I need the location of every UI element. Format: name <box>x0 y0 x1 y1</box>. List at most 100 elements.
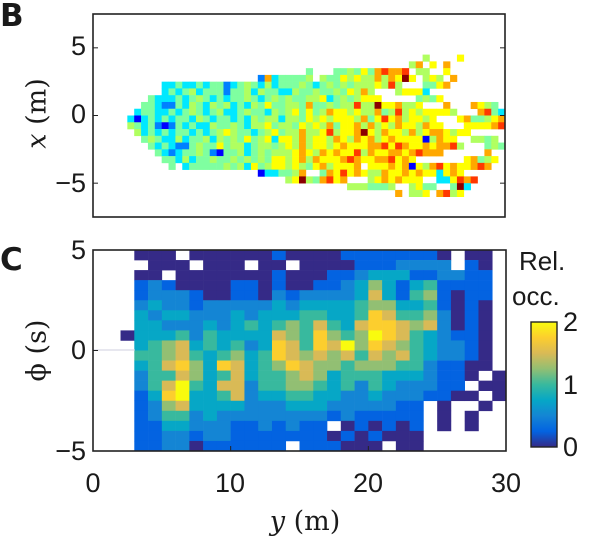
heatmap-cell-b <box>299 162 307 170</box>
heatmap-cell-b <box>477 122 485 130</box>
heatmap-cell-c <box>423 340 438 351</box>
heatmap-cell-c <box>299 430 314 442</box>
heatmap-cell-b <box>422 183 430 191</box>
heatmap-cell-b <box>326 149 334 157</box>
heatmap-cell-c <box>313 280 328 291</box>
heatmap-cell-c <box>368 260 383 271</box>
heatmap-cell-c <box>216 400 231 412</box>
heatmap-cell-c <box>244 290 259 301</box>
heatmap-cell-c <box>148 380 163 391</box>
heatmap-cell-c <box>203 330 218 341</box>
heatmap-cell-b <box>250 149 259 157</box>
c-xlabel: y (m) <box>269 506 341 537</box>
heatmap-cell-c <box>423 250 438 261</box>
heatmap-cell-c <box>464 360 479 371</box>
heatmap-cell-c <box>382 250 397 261</box>
heatmap-cell-c <box>161 380 176 391</box>
heatmap-cell-b <box>326 135 334 143</box>
heatmap-cell-b <box>182 95 190 103</box>
heatmap-cell-c <box>216 370 231 381</box>
heatmap-cell-b <box>402 101 410 110</box>
heatmap-cell-c <box>327 380 342 391</box>
heatmap-cell-b <box>367 149 375 157</box>
heatmap-cell-b <box>347 162 355 170</box>
heatmap-cell-b <box>498 122 506 130</box>
heatmap-cell-c <box>299 340 314 351</box>
heatmap-cell-c <box>258 410 273 422</box>
heatmap-cell-c <box>409 370 424 381</box>
heatmap-cell-c <box>354 440 369 452</box>
heatmap-cell-b <box>422 95 430 103</box>
heatmap-cell-b <box>429 74 437 82</box>
heatmap-cell-b <box>292 101 300 110</box>
heatmap-cell-b <box>168 162 176 170</box>
heatmap-cell-b <box>402 142 410 150</box>
heatmap-cell-c <box>354 390 369 402</box>
heatmap-cell-b <box>147 129 156 137</box>
heatmap-cell-b <box>168 156 176 164</box>
heatmap-cell-c <box>285 330 300 341</box>
heatmap-cell-b <box>292 88 300 96</box>
heatmap-cell-b <box>264 95 272 103</box>
heatmap-cell-b <box>374 142 382 150</box>
heatmap-cell-b <box>463 129 471 137</box>
heatmap-cell-b <box>484 122 492 130</box>
heatmap-cell-b <box>305 101 314 110</box>
heatmap-cell-b <box>374 101 382 110</box>
heatmap-cell-b <box>257 74 265 82</box>
heatmap-cell-c <box>148 300 163 311</box>
heatmap-cell-b <box>216 81 224 89</box>
heatmap-cell-b <box>154 108 162 116</box>
heatmap-cell-c <box>189 310 204 321</box>
heatmap-cell-b <box>367 68 375 76</box>
heatmap-cell-c <box>244 400 259 412</box>
heatmap-cell-b <box>333 74 341 82</box>
heatmap-cell-b <box>168 95 176 103</box>
b-ytick-5: 5 <box>70 31 86 61</box>
heatmap-cell-c <box>464 310 479 321</box>
heatmap-cell-b <box>422 88 430 96</box>
heatmap-cell-b <box>340 129 348 137</box>
heatmap-cell-c <box>409 330 424 341</box>
heatmap-cell-c <box>148 310 163 321</box>
heatmap-cell-b <box>477 108 485 116</box>
heatmap-cell-b <box>340 74 348 82</box>
heatmap-cell-c <box>258 280 273 291</box>
heatmap-cell-c <box>299 440 314 452</box>
heatmap-cell-b <box>402 88 410 96</box>
heatmap-cell-c <box>230 300 245 311</box>
heatmap-cell-c <box>216 390 231 402</box>
heatmap-cell-c <box>354 320 369 331</box>
heatmap-cell-c <box>299 410 314 422</box>
heatmap-cell-b <box>237 88 245 96</box>
heatmap-cell-c <box>148 320 163 331</box>
heatmap-cell-b <box>367 122 375 130</box>
heatmap-cell-b <box>381 162 389 170</box>
heatmap-cell-b <box>312 88 320 96</box>
heatmap-cell-c <box>148 390 163 402</box>
heatmap-cell-b <box>470 122 478 130</box>
heatmap-cell-b <box>340 149 348 157</box>
heatmap-cell-b <box>244 129 252 137</box>
heatmap-cell-c <box>134 290 149 301</box>
heatmap-cell-b <box>134 115 142 123</box>
heatmap-cell-c <box>437 360 452 371</box>
heatmap-cell-b <box>257 81 265 89</box>
heatmap-cell-c <box>368 430 383 442</box>
heatmap-cell-b <box>333 176 341 184</box>
heatmap-cell-c <box>395 420 410 432</box>
heatmap-cell-b <box>395 88 403 96</box>
heatmap-cell-c <box>423 320 438 331</box>
heatmap-cell-b <box>196 156 204 164</box>
heatmap-cell-b <box>271 169 279 177</box>
heatmap-cell-c <box>395 300 410 311</box>
heatmap-cell-b <box>271 81 279 89</box>
heatmap-cell-b <box>484 149 492 157</box>
heatmap-cell-b <box>415 101 423 110</box>
heatmap-cell-b <box>436 162 444 170</box>
heatmap-cell-c <box>464 330 479 341</box>
heatmap-cell-b <box>353 183 362 191</box>
heatmap-cell-c <box>409 350 424 361</box>
heatmap-cell-b <box>402 169 410 177</box>
heatmap-cell-c <box>271 310 287 321</box>
